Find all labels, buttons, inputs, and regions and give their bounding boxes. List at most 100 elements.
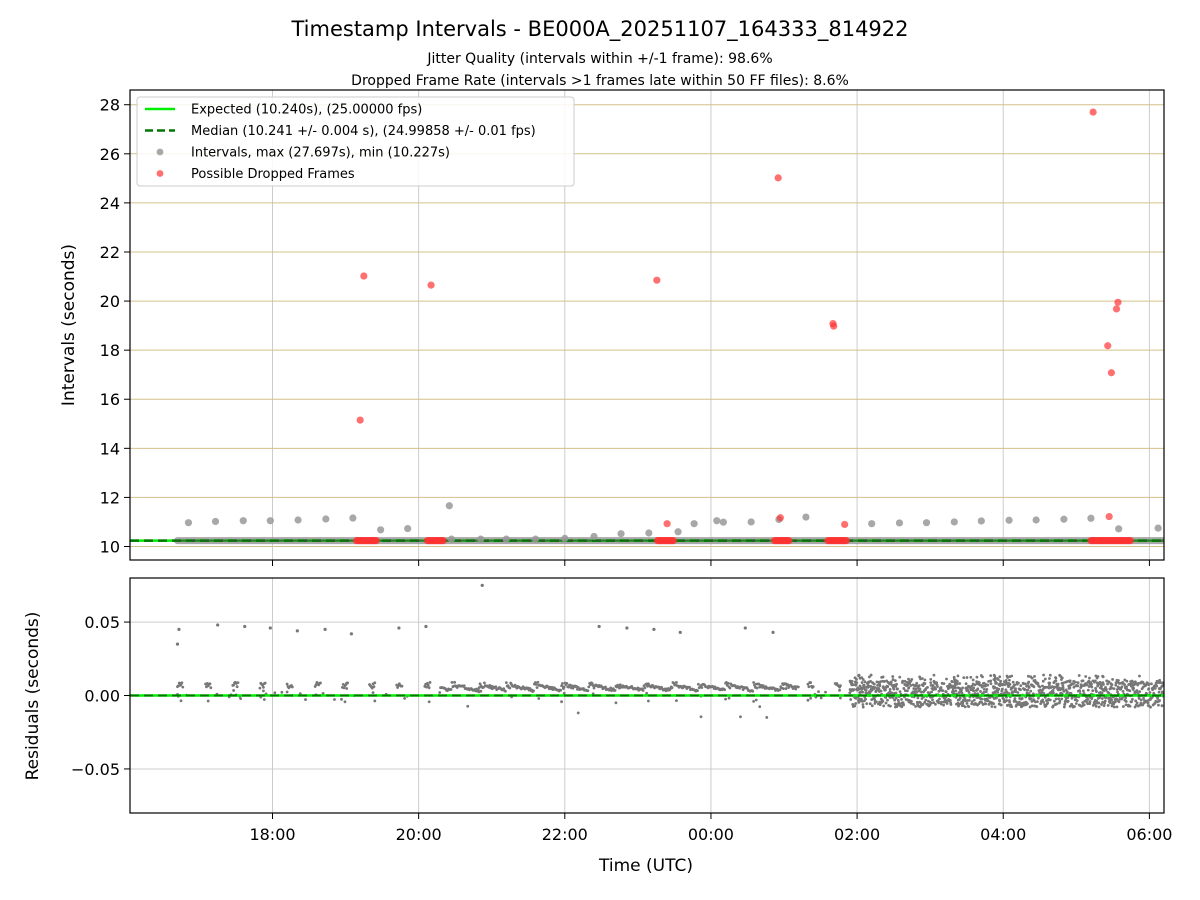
residual-point (1117, 700, 1121, 704)
residual-point (995, 681, 998, 685)
residual-point (1007, 678, 1011, 682)
dropped-frame-point (1107, 369, 1115, 377)
dropped-frame-point (360, 272, 368, 280)
residual-point (1013, 683, 1017, 687)
residual-point (989, 674, 993, 677)
residual-point (1029, 697, 1033, 701)
residual-point (1011, 680, 1015, 684)
residual-point (576, 711, 580, 715)
residual-point (910, 700, 913, 703)
residual-point (886, 698, 889, 702)
residual-point (890, 691, 893, 695)
dropped-frame-point (830, 322, 838, 330)
residual-point (508, 686, 512, 690)
residual-point (1094, 686, 1098, 690)
residual-point (1019, 684, 1023, 688)
residual-point (1090, 685, 1094, 689)
residual-point (1030, 676, 1034, 680)
residual-point (992, 702, 995, 706)
residual-point (965, 699, 969, 702)
interval-point (645, 529, 653, 537)
residual-point (980, 697, 984, 701)
interval-point (950, 518, 958, 526)
residual-point (1142, 696, 1145, 700)
dropped-frame-point (785, 537, 793, 545)
residual-point (794, 687, 798, 691)
residual-point (319, 681, 322, 685)
residual-point (852, 683, 855, 687)
residuals-panel: 0.05 0.00 −0.05 18:00 20:00 22:00 00:00 02:00 04… (71, 577, 1172, 844)
residual-point (898, 690, 902, 694)
residual-point (874, 700, 878, 704)
residuals-y-tick-label: −0.05 (71, 760, 120, 779)
residual-point (727, 696, 731, 700)
residual-point (1131, 697, 1134, 701)
residual-point (1106, 682, 1109, 686)
residual-point (934, 687, 938, 691)
interval-point (713, 517, 721, 525)
residual-point (739, 715, 742, 719)
residual-point (912, 687, 916, 690)
interval-point (445, 502, 453, 510)
residual-point (894, 691, 898, 695)
residuals-y-tick-label: 0.05 (84, 613, 120, 632)
residual-point (728, 686, 732, 690)
residual-point (1002, 698, 1006, 701)
residual-point (562, 691, 566, 695)
residual-point (956, 674, 960, 678)
residual-point (752, 681, 756, 684)
interval-point (1087, 514, 1095, 522)
intervals-y-tick-label: 24 (100, 194, 120, 213)
residual-point (876, 680, 880, 684)
residual-point (884, 688, 887, 692)
residual-point (854, 702, 858, 705)
residual-point (263, 681, 267, 685)
residual-point (177, 681, 181, 685)
dropped-frame-point (1089, 108, 1097, 116)
residual-point (1071, 682, 1075, 686)
residual-point (1117, 679, 1120, 682)
residual-point (1128, 689, 1132, 693)
residual-point (778, 688, 782, 692)
legend-dropped-swatch (156, 170, 164, 177)
residual-point (258, 686, 262, 690)
intervals-y-tick-label: 22 (100, 243, 120, 262)
residual-point (1153, 687, 1157, 690)
residual-point (1073, 705, 1076, 708)
residual-point (1100, 684, 1103, 688)
residual-point (900, 697, 903, 701)
residual-point (891, 696, 895, 699)
residual-point (860, 676, 864, 680)
interval-point (211, 517, 220, 526)
residual-point (963, 705, 967, 709)
residual-point (929, 681, 933, 685)
residual-point (905, 689, 909, 693)
residual-point (613, 688, 617, 692)
residual-point (1008, 700, 1012, 704)
interval-point (1154, 524, 1162, 532)
residual-point (346, 681, 350, 685)
intervals-y-tick-label: 20 (100, 292, 120, 311)
residual-point (400, 684, 404, 688)
residual-point (907, 677, 910, 681)
residual-point (967, 705, 971, 709)
residual-point (179, 699, 183, 703)
residual-point (839, 696, 842, 700)
residual-point (930, 690, 934, 694)
residual-point (586, 689, 590, 693)
residual-point (1086, 688, 1090, 692)
residual-point (1095, 690, 1098, 694)
residual-point (824, 690, 827, 694)
residual-point (290, 685, 294, 689)
residual-point (726, 681, 730, 685)
residual-point (869, 679, 872, 683)
interval-point (561, 534, 569, 543)
residual-point (466, 704, 470, 708)
residual-point (561, 682, 564, 685)
intervals-y-tick-label: 12 (100, 488, 120, 507)
residual-point (985, 687, 989, 691)
residual-point (1112, 687, 1116, 691)
dropped-frame-point (653, 276, 661, 284)
residual-point (1157, 690, 1161, 694)
residual-point (670, 686, 674, 690)
